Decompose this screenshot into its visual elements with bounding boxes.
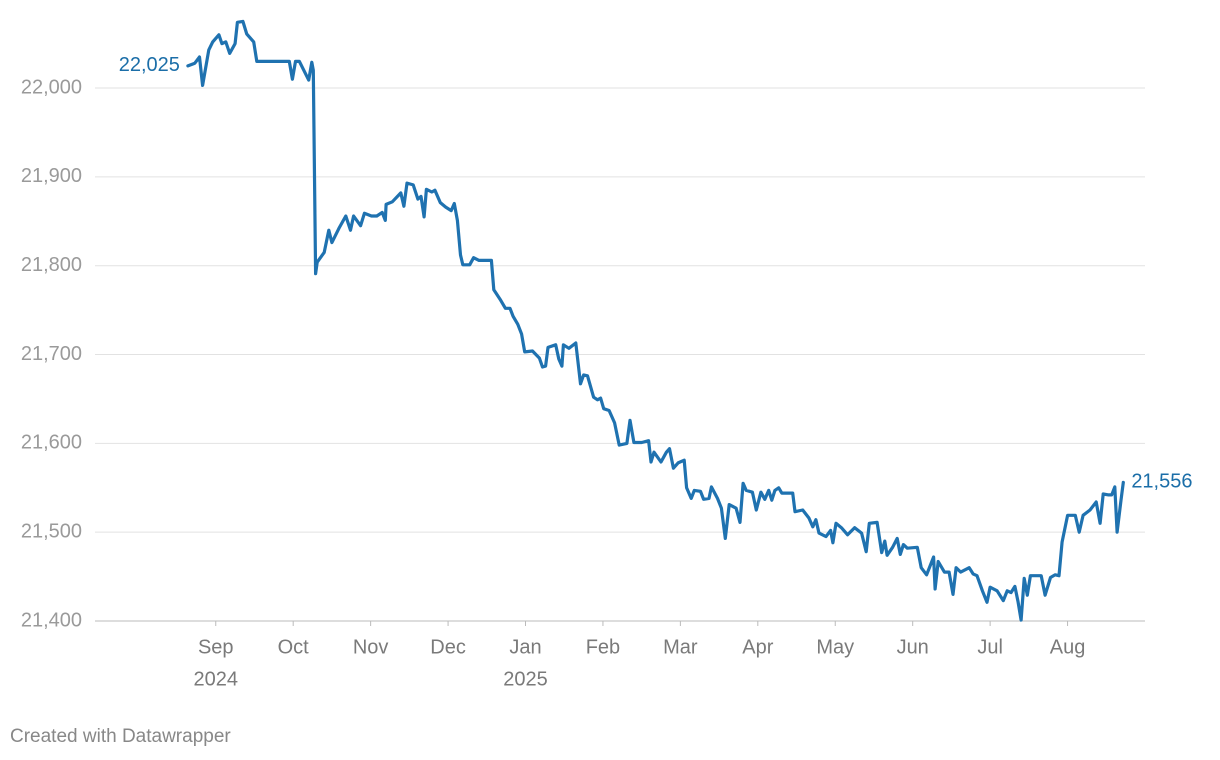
value-label: 22,025 [119,54,180,76]
footer: Created with Datawrapper [10,726,231,747]
y-tick-label: 22,000 [21,76,82,98]
x-tick-label: Aug [1050,636,1086,658]
x-tick-label: Jun [897,636,929,658]
line [186,19,1125,622]
x-tick-label: Feb [586,636,620,658]
value-label: 21,556 [1131,471,1192,493]
x-tick-label: Oct [278,636,310,658]
x-tick-year: 2024 [194,668,239,690]
x-tick-label: May [816,636,854,658]
y-tick-label: 21,800 [21,254,82,276]
x-tick-label: Dec [430,636,466,658]
y-tick-label: 21,500 [21,520,82,542]
x-tick-label: Jul [977,636,1003,658]
y-tick-label: 21,900 [21,165,82,187]
x-tick-label: Mar [663,636,698,658]
x-tick-label: Jan [509,636,541,658]
x-tick-year: 2025 [503,668,548,690]
y-tick-label: 21,600 [21,432,82,454]
x-tick-label: Nov [353,636,389,658]
y-tick-label: 21,400 [21,609,82,631]
y-tick-label: 21,700 [21,343,82,365]
x-tick-label: Apr [742,636,773,658]
x-tick-label: Sep [198,636,234,658]
